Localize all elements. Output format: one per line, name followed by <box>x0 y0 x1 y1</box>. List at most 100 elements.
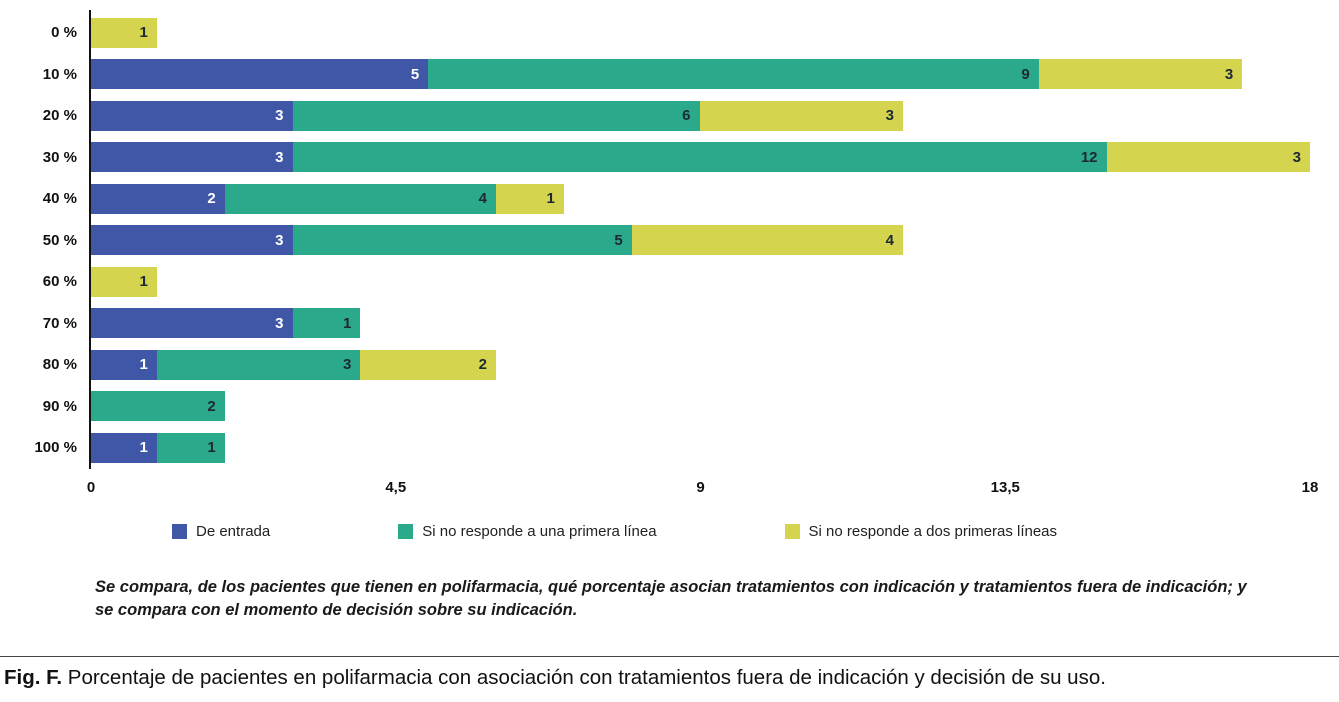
y-axis-label: 80 % <box>42 356 77 374</box>
legend-item: De entrada <box>172 523 270 540</box>
chart-row: 30 % 3 12 3 <box>0 137 1310 179</box>
chart-row: 50 % 3 5 4 <box>0 220 1310 262</box>
bar-track: 2 4 1 <box>89 183 1310 214</box>
bar-value-label: 2 <box>207 397 216 415</box>
chart-row: 10 % 5 9 3 <box>0 54 1310 96</box>
y-axis-label: 0 % <box>51 24 77 42</box>
bar-segment: 12 <box>292 142 1107 173</box>
bar-value-label: 12 <box>1080 148 1098 166</box>
chart-row: 20 % 3 6 3 <box>0 95 1310 137</box>
y-axis-label: 100 % <box>34 439 77 457</box>
y-axis-label: 60 % <box>42 273 77 291</box>
legend-item: Si no responde a una primera línea <box>398 522 657 540</box>
bar-segment: 3 <box>89 100 293 131</box>
x-axis-tick-label: 0 <box>86 478 96 496</box>
legend-swatch-icon <box>172 523 187 539</box>
legend-swatch-icon <box>398 523 414 539</box>
bar-segment: 1 <box>156 432 225 463</box>
y-axis-label: 30 % <box>42 148 77 166</box>
bar-segment: 1 <box>495 183 564 214</box>
y-axis-label: 70 % <box>42 314 77 332</box>
x-axis-tick-label: 18 <box>1301 478 1319 496</box>
bar-value-label: 5 <box>410 65 420 83</box>
figure-caption-text: Porcentaje de pacientes en polifarmacia … <box>67 666 1106 689</box>
bar-value-label: 6 <box>682 107 691 125</box>
x-axis-tick-label: 9 <box>696 478 705 496</box>
bar-value-label: 2 <box>478 356 487 374</box>
bar-segment: 1 <box>89 266 157 297</box>
bar-track: 3 5 4 <box>89 225 1310 256</box>
legend-swatch-icon <box>784 523 800 539</box>
bar-value-label: 1 <box>139 356 148 374</box>
bar-track: 5 9 3 <box>89 59 1310 90</box>
bar-segment: 3 <box>1106 142 1310 173</box>
bar-track: 3 12 3 <box>89 142 1310 173</box>
bar-track: 1 <box>89 17 1310 48</box>
bar-value-label: 2 <box>207 190 216 208</box>
chart-note: Se compara, de los pacientes que tienen … <box>95 577 1247 620</box>
bar-value-label: 3 <box>275 107 284 125</box>
bar-value-label: 3 <box>275 231 284 249</box>
y-axis-label: 90 % <box>42 397 77 415</box>
bar-segment: 1 <box>89 432 157 463</box>
bar-value-label: 5 <box>614 231 623 249</box>
bar-value-label: 1 <box>139 439 148 457</box>
chart-row: 60 % 1 <box>0 261 1310 303</box>
bar-segment: 3 <box>89 225 293 256</box>
bar-segment: 9 <box>428 59 1039 90</box>
y-axis-label: 40 % <box>42 190 77 208</box>
bar-value-label: 3 <box>1224 65 1234 83</box>
bar-track: 1 3 2 <box>89 349 1310 380</box>
bar-segment: 3 <box>699 100 903 131</box>
legend-label: Si no responde a dos primeras líneas <box>808 522 1058 540</box>
stacked-bar-chart: 0 % 1 10 % 5 9 3 20 % 3 6 3 30 % 3 12 3 40 % 2 4 1 50 % 3 5 4… <box>0 10 1339 620</box>
chart-legend: De entrada Si no responde a una primera l… <box>0 523 1339 540</box>
figure-label: Fig. F. <box>4 666 63 689</box>
bar-segment: 1 <box>89 17 157 48</box>
bar-value-label: 1 <box>139 24 148 42</box>
y-axis-label: 20 % <box>42 107 77 125</box>
bar-value-label: 3 <box>1292 148 1301 166</box>
bar-value-label: 1 <box>207 439 216 457</box>
bar-value-label: 4 <box>885 231 894 249</box>
legend-label: Si no responde a una primera línea <box>422 522 657 540</box>
bar-segment: 5 <box>89 59 429 90</box>
bar-value-label: 4 <box>478 190 487 208</box>
chart-row: 70 % 3 1 <box>0 303 1310 345</box>
bar-value-label: 3 <box>342 356 352 374</box>
figure-caption: Fig. F. Porcentaje de pacientes en polif… <box>0 656 1339 702</box>
bar-value-label: 3 <box>275 148 284 166</box>
chart-row: 80 % 1 3 2 <box>0 344 1310 386</box>
x-axis: 0 4,5 9 13,5 18 <box>87 469 1319 505</box>
bar-track: 3 6 3 <box>89 100 1310 131</box>
y-axis-label: 50 % <box>42 231 77 249</box>
bar-segment: 4 <box>224 183 496 214</box>
chart-rows: 0 % 1 10 % 5 9 3 20 % 3 6 3 30 % 3 12 3 40 % 2 4 1 50 % 3 5 4… <box>0 10 1339 469</box>
bar-value-label: 1 <box>546 190 555 208</box>
bar-segment: 2 <box>89 391 225 422</box>
chart-row: 40 % 2 4 1 <box>0 178 1310 220</box>
bar-segment: 3 <box>156 349 361 380</box>
bar-value-label: 1 <box>139 273 148 291</box>
bar-segment: 5 <box>292 225 632 256</box>
bar-segment: 1 <box>292 308 361 339</box>
legend-label: De entrada <box>196 522 271 540</box>
bar-segment: 2 <box>360 349 496 380</box>
bar-value-label: 1 <box>342 314 352 332</box>
x-axis-tick-label: 13,5 <box>990 478 1020 496</box>
chart-row: 0 % 1 <box>0 12 1310 54</box>
y-axis-label: 10 % <box>42 65 77 83</box>
bar-value-label: 9 <box>1021 65 1030 83</box>
bar-segment: 6 <box>292 100 700 131</box>
bar-segment: 3 <box>89 308 293 339</box>
x-axis-tick-label: 4,5 <box>385 478 407 496</box>
bar-segment: 1 <box>89 349 157 380</box>
bar-segment: 3 <box>1038 59 1243 90</box>
chart-row: 90 % 2 <box>0 386 1310 428</box>
bar-segment: 4 <box>631 225 903 256</box>
legend-item: Si no responde a dos primeras líneas <box>784 522 1058 540</box>
bar-track: 1 <box>89 266 1310 297</box>
